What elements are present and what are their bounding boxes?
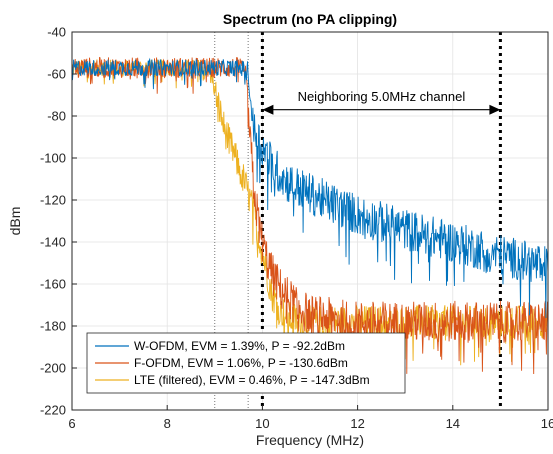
x-tick-label: 14 <box>446 416 460 431</box>
x-axis-label: Frequency (MHz) <box>256 432 364 448</box>
y-tick-label: -180 <box>40 319 66 334</box>
legend-entry-label: F-OFDM, EVM = 1.06%, P = -130.6dBm <box>134 356 348 370</box>
y-tick-label: -200 <box>40 361 66 376</box>
y-tick-label: -220 <box>40 403 66 418</box>
x-tick-label: 8 <box>164 416 171 431</box>
legend-entry-label: LTE (filtered), EVM = 0.46%, P = -147.3d… <box>134 373 370 387</box>
axis-ticks: 6 8 10 12 14 16 -220 -200 -180 -160 -140 -120 -100 -8… <box>40 25 553 432</box>
series-lines <box>71 56 549 375</box>
y-tick-label: -140 <box>40 235 66 250</box>
plot-area-border <box>71 31 549 411</box>
arrow-head-left <box>262 104 274 115</box>
series-line <box>71 56 549 375</box>
chart-title: Spectrum (no PA clipping) <box>223 11 397 27</box>
legend: W-OFDM, EVM = 1.39%, P = -92.2dBm F-OFDM,… <box>86 332 406 394</box>
y-tick-label: -60 <box>47 67 66 82</box>
y-tick-label: -100 <box>40 151 66 166</box>
y-tick-label: -40 <box>47 25 66 40</box>
y-tick-label: -160 <box>40 277 66 292</box>
x-tick-label: 12 <box>350 416 364 431</box>
y-tick-label: -80 <box>47 109 66 124</box>
legend-box <box>86 332 406 394</box>
y-tick-label: -120 <box>40 193 66 208</box>
annotations: Neighboring 5.0MHz channel <box>262 89 501 115</box>
series-line <box>71 57 549 319</box>
x-tick-label: 6 <box>68 416 75 431</box>
channel-annotation-label: Neighboring 5.0MHz channel <box>298 89 466 104</box>
x-tick-label: 16 <box>541 416 553 431</box>
legend-entry-label: W-OFDM, EVM = 1.39%, P = -92.2dBm <box>134 339 345 353</box>
arrow-head-right <box>489 104 501 115</box>
y-axis-label: dBm <box>7 207 23 236</box>
x-tick-label: 10 <box>255 416 269 431</box>
